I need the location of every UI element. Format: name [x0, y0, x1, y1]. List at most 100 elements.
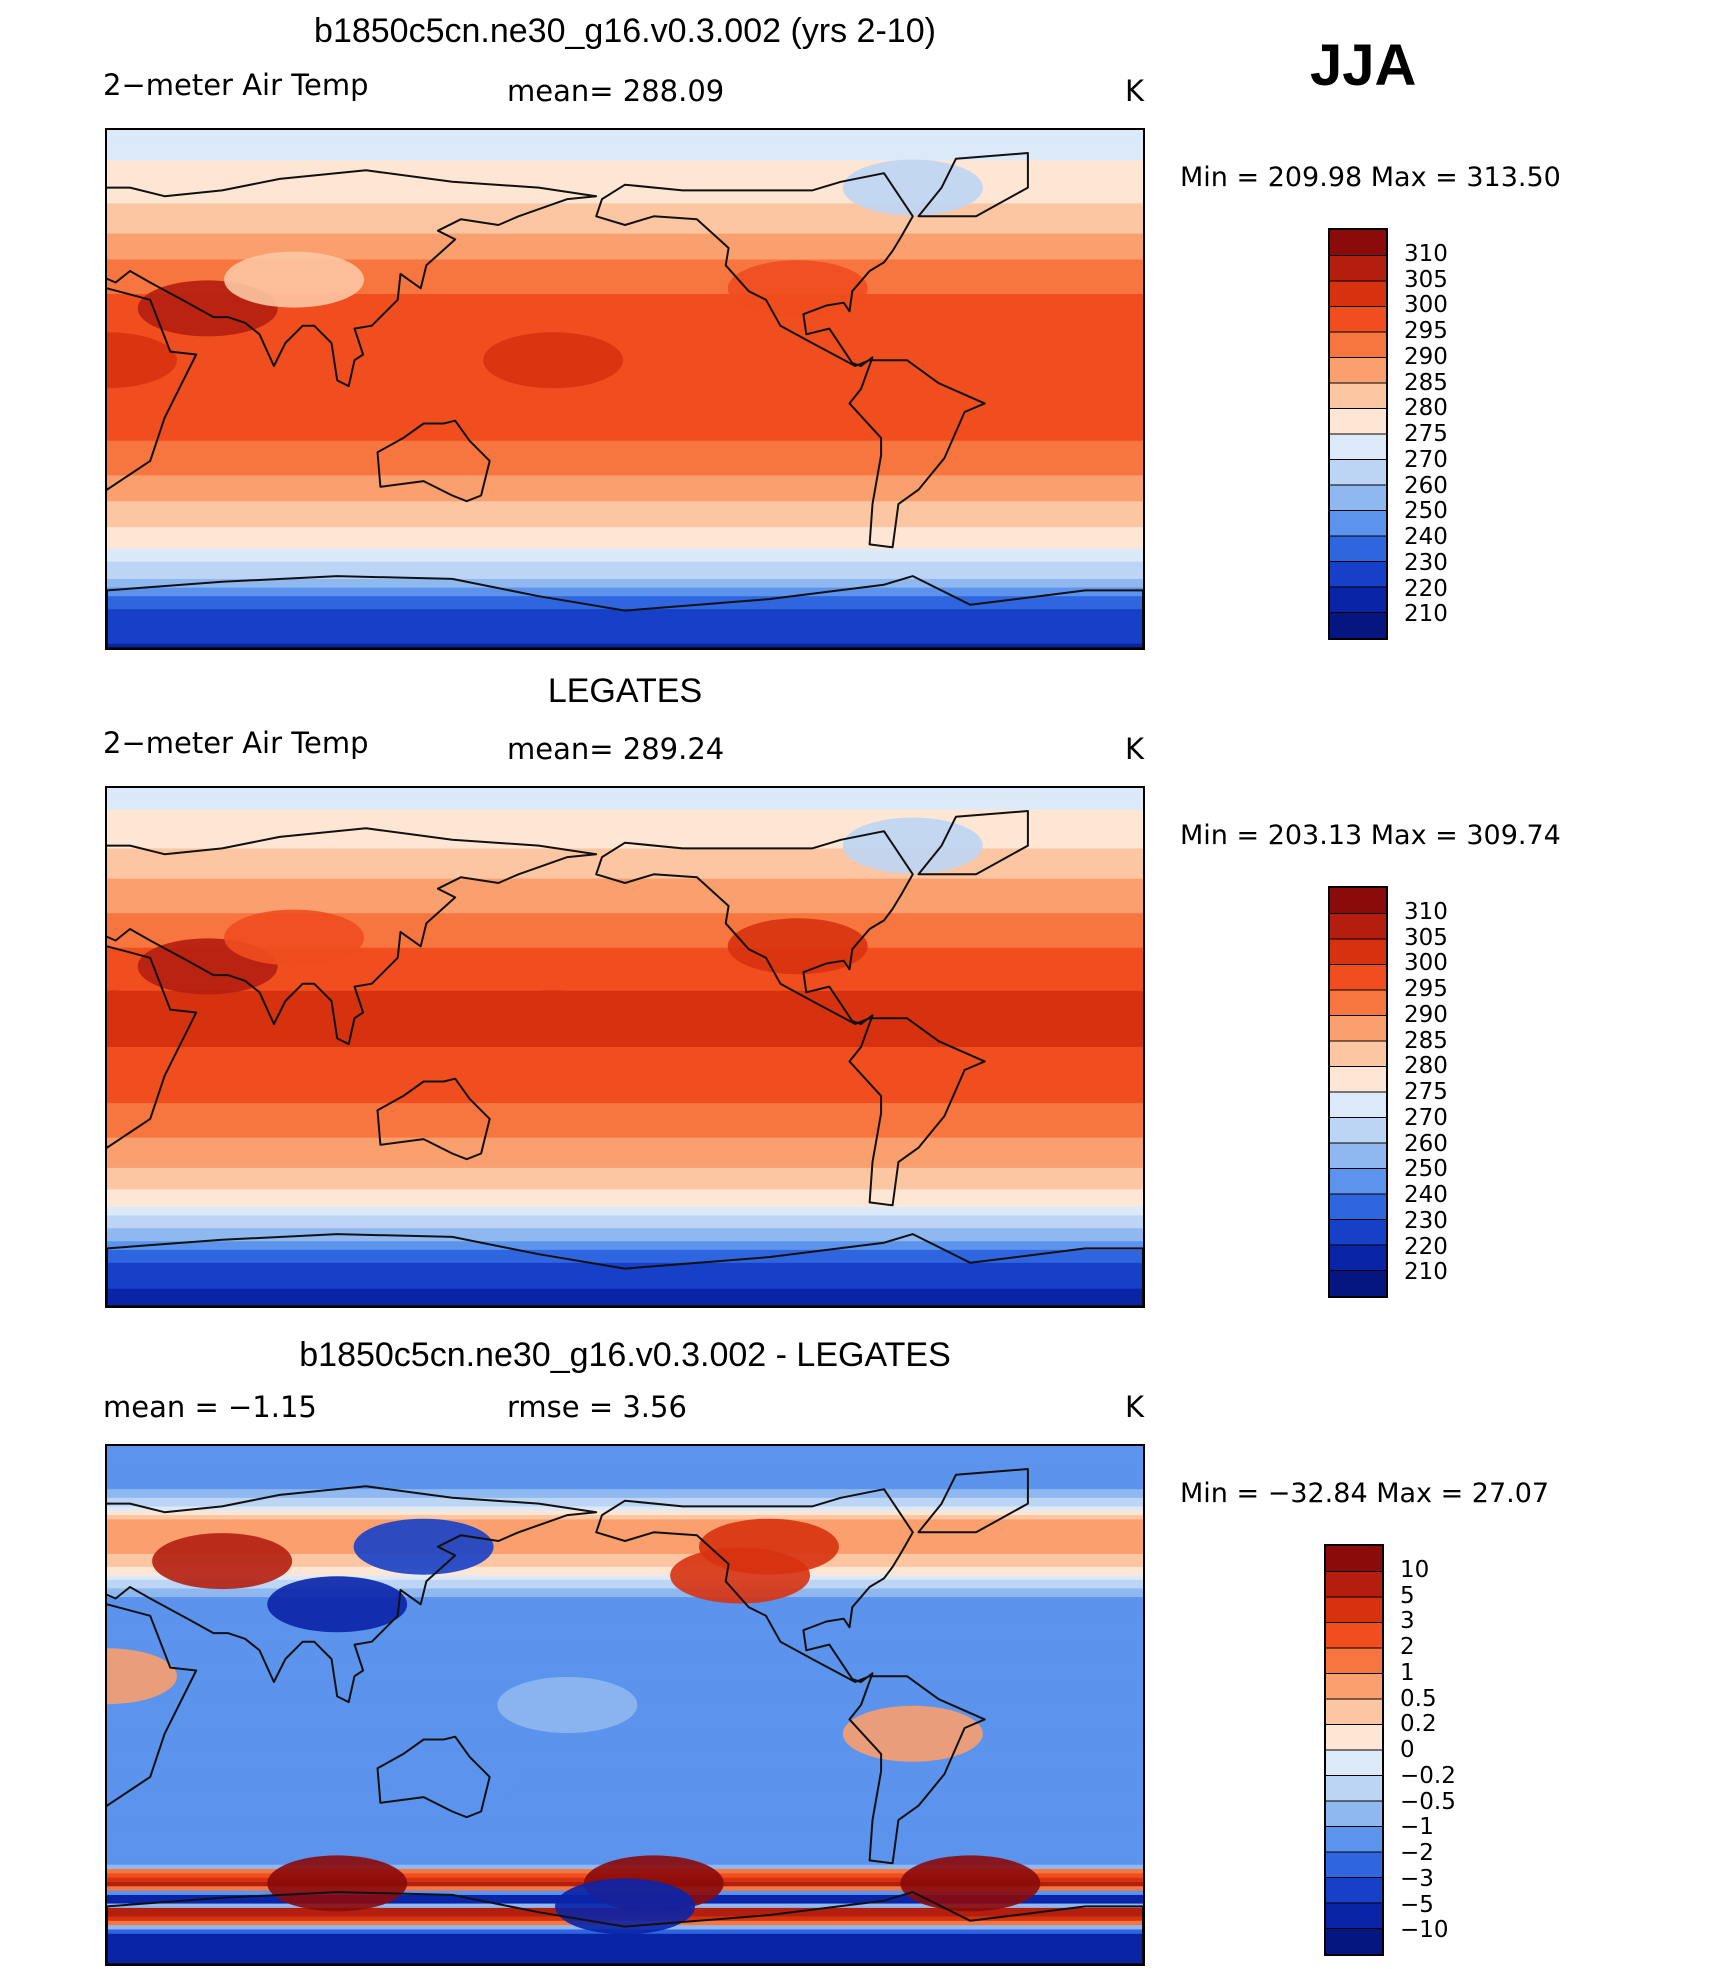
map-band [107, 1206, 1143, 1212]
map-band [107, 263, 1143, 269]
map-band [107, 1679, 1143, 1685]
map-band [107, 1799, 1143, 1805]
map-band [107, 1851, 1143, 1857]
map-band [107, 818, 1143, 824]
map-band [107, 1739, 1143, 1745]
map-band [107, 1133, 1143, 1139]
colorbar-tick-label: 290 [1404, 1001, 1448, 1028]
map-band [107, 604, 1143, 610]
map-region-patch [353, 1518, 494, 1575]
map-band [107, 1249, 1143, 1255]
map-band [107, 913, 1143, 919]
colorbar-box [1330, 459, 1386, 486]
map-band [107, 419, 1143, 425]
map-band [107, 1584, 1143, 1590]
map-band [107, 1467, 1143, 1473]
map-band [107, 371, 1143, 377]
map-band [107, 1081, 1143, 1087]
map-band [107, 1042, 1143, 1048]
map-band [107, 177, 1143, 183]
map-band [107, 488, 1143, 494]
colorbar-tick-label: 300 [1404, 292, 1448, 319]
colorbar-box [1326, 1622, 1382, 1649]
coastline [107, 1485, 598, 1704]
colorbar-tick-label: 295 [1404, 318, 1448, 344]
map-region-patch [107, 332, 177, 389]
map-band [107, 882, 1143, 888]
map-band [107, 397, 1143, 403]
colorbar-box [1330, 1143, 1386, 1169]
map-band [107, 557, 1143, 563]
map-band [107, 1059, 1143, 1065]
map-band [107, 1644, 1143, 1650]
map-band [107, 1098, 1143, 1104]
map-band [107, 805, 1143, 811]
map-band [107, 142, 1143, 148]
map-band [107, 1661, 1143, 1667]
map-band [107, 423, 1143, 429]
panel-3-map-svg [107, 1446, 1143, 1964]
colorbar-box [1326, 1775, 1382, 1802]
map-band [107, 870, 1143, 875]
map-band [107, 544, 1143, 550]
map-band [107, 1838, 1143, 1844]
map-band [107, 1843, 1143, 1849]
map-band [107, 186, 1143, 192]
map-band [107, 496, 1143, 502]
map-band [107, 1489, 1143, 1495]
panel-2-variable-label: 2−meter Air Temp [103, 726, 369, 760]
colorbar-box [1330, 1041, 1386, 1067]
map-band [107, 294, 1143, 299]
map-band [107, 1271, 1143, 1277]
colorbar-box [1326, 1699, 1382, 1725]
map-band [107, 311, 1143, 317]
colorbar-tick-label: −2 [1400, 1840, 1434, 1866]
map-band [107, 332, 1143, 338]
map-band [107, 943, 1143, 949]
map-region-patch [224, 251, 365, 308]
map-band [107, 635, 1143, 640]
map-band [107, 1774, 1143, 1779]
map-band [107, 630, 1143, 636]
map-band [107, 1180, 1143, 1186]
map-band [107, 1830, 1143, 1836]
coastline [107, 945, 198, 1149]
map-band [107, 865, 1143, 871]
map-band [107, 350, 1143, 356]
map-band [107, 1450, 1143, 1456]
map-band [107, 613, 1143, 619]
panel-2-colorbar-svg [1330, 888, 1386, 1296]
map-band [107, 639, 1143, 645]
map-band [107, 531, 1143, 537]
map-band [107, 1137, 1143, 1143]
map-band [107, 1228, 1143, 1234]
map-band [107, 1275, 1143, 1281]
colorbar-box [1330, 587, 1386, 613]
map-band [107, 1748, 1143, 1754]
colorbar-tick-label: −1 [1400, 1814, 1434, 1841]
colorbar-tick-label: 275 [1404, 1079, 1448, 1105]
map-band [107, 1942, 1143, 1948]
colorbar-box [1330, 536, 1386, 562]
colorbar-tick-label: 2 [1400, 1634, 1415, 1660]
map-band [107, 281, 1143, 286]
map-band [107, 501, 1143, 507]
map-band [107, 199, 1143, 204]
colorbar-tick-label: 290 [1404, 343, 1448, 370]
colorbar-tick-label: 270 [1404, 1104, 1448, 1131]
colorbar-tick-label: 10 [1400, 1556, 1430, 1583]
panel-3-units-label: K [1125, 1390, 1145, 1424]
colorbar-box [1330, 1219, 1386, 1246]
map-band [107, 1025, 1143, 1031]
map-band [107, 1847, 1143, 1853]
map-band [107, 289, 1143, 295]
map-region-patch [483, 990, 624, 1047]
map-band [107, 393, 1143, 399]
map-band [107, 1558, 1143, 1564]
colorbar-tick-label: −5 [1400, 1891, 1434, 1918]
map-band [107, 376, 1143, 381]
map-band [107, 1761, 1143, 1767]
map-band [107, 483, 1143, 489]
panel-3-mean-label: mean = −1.15 [103, 1390, 317, 1424]
map-band [107, 1120, 1143, 1126]
